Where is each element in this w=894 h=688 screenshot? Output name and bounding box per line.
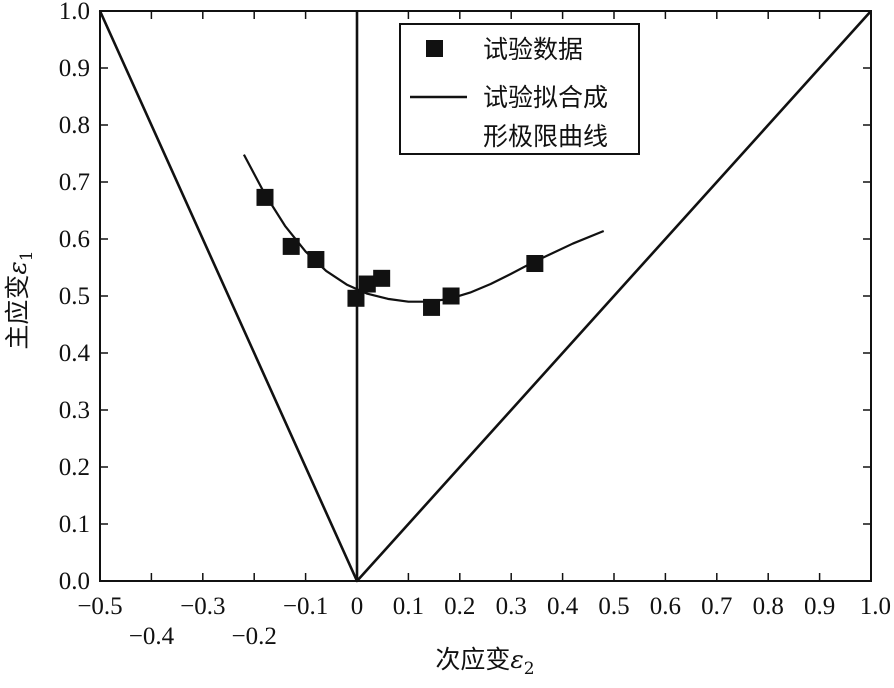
x-tick-label: 0 xyxy=(351,593,364,620)
x-tick-label: −0.1 xyxy=(283,593,328,620)
legend-scatter-marker xyxy=(426,40,443,57)
data-point xyxy=(526,255,543,272)
y-tick-label: 0.5 xyxy=(59,283,90,310)
x-axis-title: 次应变ε2 xyxy=(435,645,534,679)
x-tick-label: 1.0 xyxy=(860,593,891,620)
x-tick-label: 0.8 xyxy=(753,593,784,620)
data-point xyxy=(283,238,300,255)
y-tick-label: 1.0 xyxy=(59,0,90,25)
x-tick-label: 0.2 xyxy=(444,593,475,620)
x-tick-label: 0.5 xyxy=(598,593,629,620)
legend-line-label-2: 形极限曲线 xyxy=(483,122,608,151)
y-tick-label: 0.6 xyxy=(59,226,90,253)
x-tick-label-lower: −0.2 xyxy=(232,623,277,650)
legend-scatter-label: 试验数据 xyxy=(483,35,583,64)
y-tick-label: 0.7 xyxy=(59,169,90,196)
y-tick-label: 0.0 xyxy=(59,568,90,595)
y-tick-label: 0.2 xyxy=(59,454,90,481)
data-point xyxy=(256,189,273,206)
legend-line-label-1: 试验拟合成 xyxy=(483,83,608,112)
x-tick-label: 0.6 xyxy=(650,593,681,620)
fit-curve-line xyxy=(244,155,604,302)
y-tick-label: 0.9 xyxy=(59,55,90,82)
x-tick-label: −0.3 xyxy=(180,593,225,620)
y-tick-label: 0.8 xyxy=(59,112,90,139)
data-point xyxy=(443,288,460,305)
x-tick-label: 0.7 xyxy=(701,593,732,620)
x-tick-label: −0.5 xyxy=(77,593,122,620)
points-layer xyxy=(256,189,543,316)
data-point xyxy=(373,270,390,287)
y-tick-label: 0.4 xyxy=(59,340,91,367)
legend: 试验数据 试验拟合成 形极限曲线 xyxy=(400,24,639,154)
x-tick-label: 0.1 xyxy=(393,593,424,620)
data-point xyxy=(423,299,440,316)
y-tick-label: 0.1 xyxy=(59,511,90,538)
x-tick-label: 0.3 xyxy=(496,593,527,620)
y-axis-title: 主应变ε1 xyxy=(3,250,37,349)
x-tick-label: 0.4 xyxy=(547,593,579,620)
x-tick-label-lower: −0.4 xyxy=(129,623,175,650)
y-tick-label: 0.3 xyxy=(59,397,90,424)
x-tick-label: 0.9 xyxy=(804,593,835,620)
data-point xyxy=(307,251,324,268)
